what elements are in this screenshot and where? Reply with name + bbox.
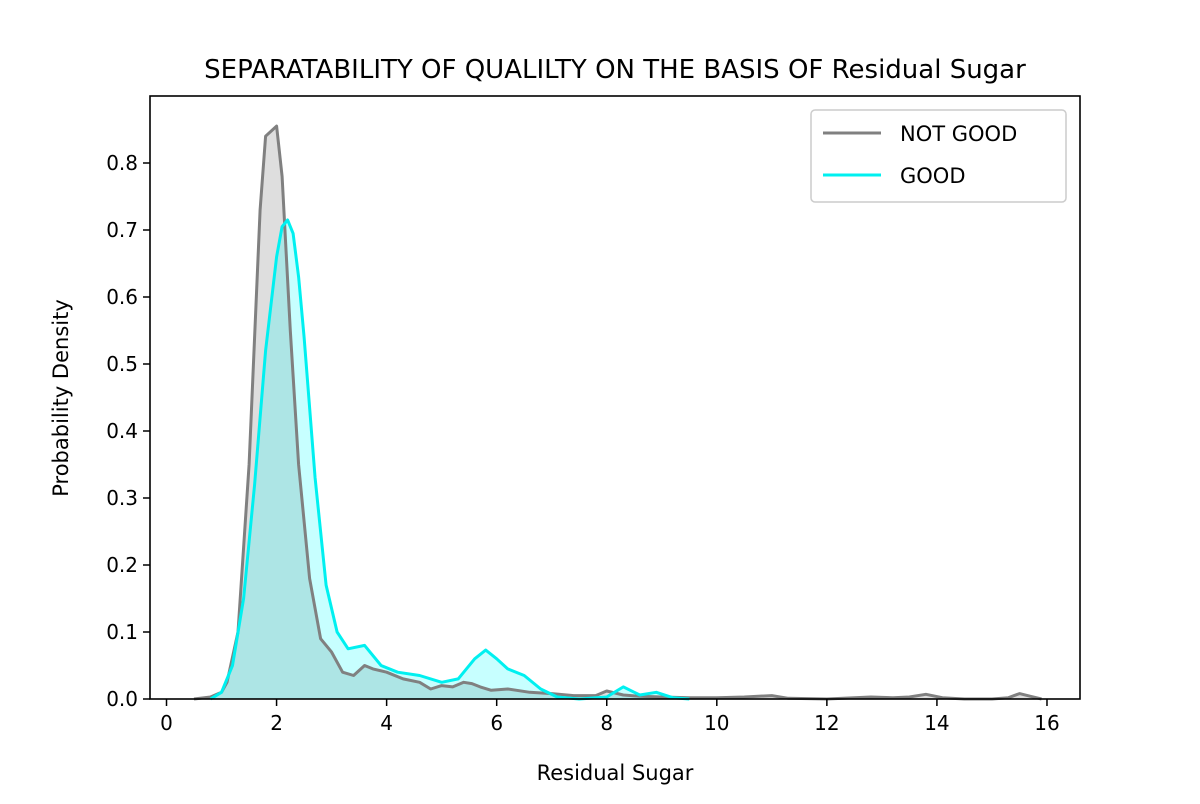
y-tick-label: 0.0 (106, 687, 138, 711)
x-tick-label: 2 (270, 711, 283, 735)
y-tick-label: 0.7 (106, 218, 138, 242)
x-tick-label: 14 (924, 711, 949, 735)
y-tick-label: 0.2 (106, 553, 138, 577)
x-tick-label: 8 (600, 711, 613, 735)
legend-label-not-good: NOT GOOD (900, 122, 1017, 146)
x-tick-label: 6 (490, 711, 503, 735)
x-tick-label: 12 (814, 711, 839, 735)
x-tick-label: 4 (380, 711, 393, 735)
legend-label-good: GOOD (900, 164, 966, 188)
series-line-not-good (193, 124, 1042, 701)
x-tick-label: 0 (160, 711, 173, 735)
y-axis-label: Probability Density (49, 299, 73, 497)
series-area-not-good (194, 126, 1042, 700)
y-tick-label: 0.3 (106, 486, 138, 510)
y-tick-label: 0.6 (106, 285, 138, 309)
x-axis: 0 2 4 6 8 10 12 14 16 (160, 699, 1060, 735)
y-tick-label: 0.8 (106, 151, 138, 175)
x-tick-label: 10 (704, 711, 729, 735)
x-axis-label: Residual Sugar (537, 761, 694, 785)
y-tick-label: 0.1 (106, 620, 138, 644)
y-tick-label: 0.4 (106, 419, 138, 443)
plot-frame (149, 95, 1081, 700)
y-axis: 0.0 0.1 0.2 0.3 0.4 0.5 0.6 0.7 0.8 (106, 151, 150, 711)
legend: NOT GOOD GOOD (810, 109, 1067, 203)
series-area-good (210, 220, 690, 699)
x-tick-label: 16 (1034, 711, 1059, 735)
chart-title: SEPARATABILITY OF QUALILTY ON THE BASIS … (204, 55, 1026, 85)
y-tick-label: 0.5 (106, 352, 138, 376)
